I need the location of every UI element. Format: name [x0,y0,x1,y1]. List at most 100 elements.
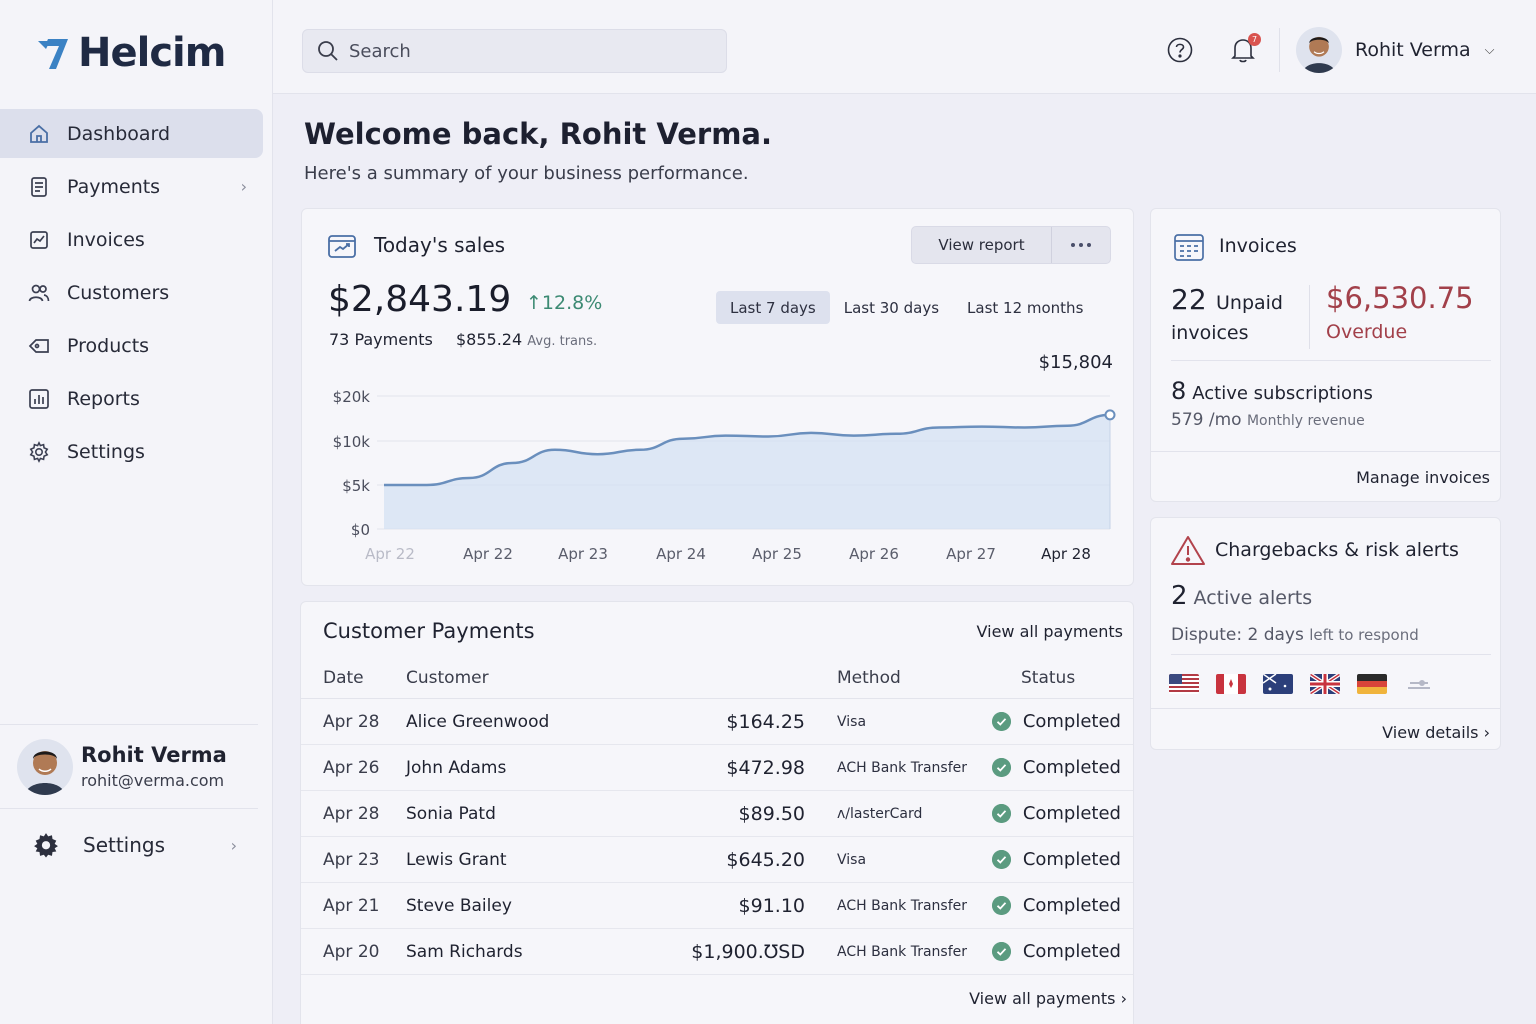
payments-count: 73 Payments [329,330,433,349]
check-circle-icon [991,758,1011,777]
alerts-count: 2 [1171,581,1188,611]
gear-icon [28,440,50,463]
cell-customer: Steve Bailey [406,895,512,916]
search-input[interactable] [349,40,709,62]
table-row[interactable]: Apr 28 Alice Greenwood $164.25 Visa Complete… [301,699,1133,745]
topbar-divider [1279,28,1280,72]
dot-icon [1087,243,1091,247]
tab-last-12-months[interactable]: Last 12 months [967,298,1084,317]
table-body: Apr 28 Alice Greenwood $164.25 Visa Complete… [301,699,1133,975]
x-tick-label: Apr 28 [1041,545,1091,563]
x-tick-label: Apr 26 [849,545,899,563]
check-circle-icon [991,712,1011,731]
notification-badge: 7 [1248,33,1261,46]
tab-last-7-days[interactable]: Last 7 days [716,291,830,324]
avg-label: Avg. trans. [527,334,598,349]
help-icon [1167,37,1193,63]
divider [1171,360,1491,361]
warning-icon [1171,536,1205,565]
table-row[interactable]: Apr 21 Steve Bailey $91.10 ACH Bank Transfe… [301,883,1133,929]
cell-amount: $472.98 [726,756,805,779]
table-row[interactable]: Apr 28 Sonia Patd $89.50 ʌ/lasterCard Comple… [301,791,1133,837]
view-all-payments-link[interactable]: View all payments [976,622,1123,641]
sidebar-item-customers[interactable]: Customers [0,268,263,317]
user-menu[interactable]: Rohit Verma ⌵ [1296,27,1494,73]
logo[interactable]: Helcim [36,30,226,76]
sales-chart-icon [328,235,356,258]
cell-status: Completed [945,711,1133,732]
monthly-revenue: 579 /mo Monthly revenue [1171,410,1365,430]
help-button[interactable] [1166,36,1194,64]
sidebar-item-products[interactable]: Products [0,321,263,370]
status-label: Completed [1022,803,1121,824]
sidebar-settings-button[interactable]: Settings › [33,828,243,862]
avatar [17,738,73,795]
sidebar-item-label: Invoices [67,228,145,251]
column-header-method[interactable]: Method [837,667,901,688]
payments-title: Customer Payments [323,619,535,643]
chargebacks-alerts-card: Chargebacks & risk alerts 2 Active alerts… [1150,517,1501,750]
cell-method: ACH Bank Transfer [837,759,967,776]
view-report-button[interactable]: View report [912,227,1052,263]
sales-amount: $2,843.19 [328,279,512,320]
notifications-button[interactable]: 7 [1229,33,1261,64]
search-box[interactable] [302,29,727,73]
cell-method: ACH Bank Transfer [837,943,967,960]
alerts-title: Chargebacks & risk alerts [1215,539,1459,561]
monthly-revenue-label: Monthly revenue [1246,413,1365,429]
user-name: Rohit Verma [81,743,227,767]
divider [1151,708,1500,709]
dispute-notice: Dispute: 2 days left to respond [1171,625,1419,645]
divider [1151,451,1500,452]
customer-payments-card: Customer Payments View all payments Date… [300,601,1134,1024]
user-email: rohit@verma.com [81,771,225,790]
helcim-logo-icon [38,39,68,69]
sales-chart: $20k $10k $5k $0 $15,804 Apr 22 Apr 22 Apr 23 Ap… [333,352,1116,563]
sidebar-item-label: Dashboard [67,122,171,145]
home-icon [28,123,50,145]
cell-customer: John Adams [406,757,507,778]
brand-name: Helcim [78,30,226,76]
column-header-customer[interactable]: Customer [406,667,489,688]
generic-flag-icon [1404,674,1434,694]
dot-icon [1079,243,1083,247]
divider [1171,654,1491,655]
australia-flag-icon [1263,674,1293,694]
x-tick-label: Apr 22 [365,545,415,563]
sidebar-user-profile[interactable]: Rohit Verma rohit@verma.com [0,724,258,809]
sidebar-item-settings[interactable]: Settings [0,427,263,476]
y-tick-label: $20k [333,388,371,406]
cell-date: Apr 26 [323,757,380,778]
bell-icon [1231,39,1255,63]
more-options-button[interactable] [1052,227,1110,263]
cell-status: Completed [945,757,1133,778]
subscriptions-label: Active subscriptions [1192,383,1373,404]
manage-invoices-link[interactable]: Manage invoices [1356,468,1490,487]
cell-customer: Alice Greenwood [406,711,550,732]
sidebar-item-reports[interactable]: Reports [0,374,263,423]
column-header-date[interactable]: Date [323,667,364,688]
dispute-suffix: left to respond [1309,626,1419,644]
status-label: Completed [1022,711,1121,732]
cell-date: Apr 28 [323,711,380,732]
column-header-status[interactable]: Status [1021,667,1076,688]
cell-customer: Lewis Grant [406,849,507,870]
table-row[interactable]: Apr 20 Sam Richards $1,900.ƱSD ACH Bank Tra… [301,929,1133,975]
sidebar-item-invoices[interactable]: Invoices [0,215,263,264]
table-row[interactable]: Apr 26 John Adams $472.98 ACH Bank Transfer… [301,745,1133,791]
view-details-link[interactable]: View details › [1382,723,1490,742]
overdue-label: Overdue [1326,321,1408,343]
tab-last-30-days[interactable]: Last 30 days [843,298,940,317]
payments-table: Date Customer Method Status Apr 28 Alice … [301,657,1133,975]
table-header: Date Customer Method Status [301,657,1133,699]
sidebar-item-dashboard[interactable]: Dashboard [0,109,263,158]
view-all-payments-footer-link[interactable]: View all payments › [969,989,1127,1008]
invoice-grid-icon [1174,234,1204,261]
invoices-title: Invoices [1219,235,1297,257]
sidebar-item-payments[interactable]: Payments › [0,162,263,211]
series-line [384,413,1111,487]
country-flags [1169,674,1434,694]
table-row[interactable]: Apr 23 Lewis Grant $645.20 Visa Completed [301,837,1133,883]
chevron-down-icon: ⌵ [1484,42,1495,58]
settings-label: Settings [83,833,166,857]
